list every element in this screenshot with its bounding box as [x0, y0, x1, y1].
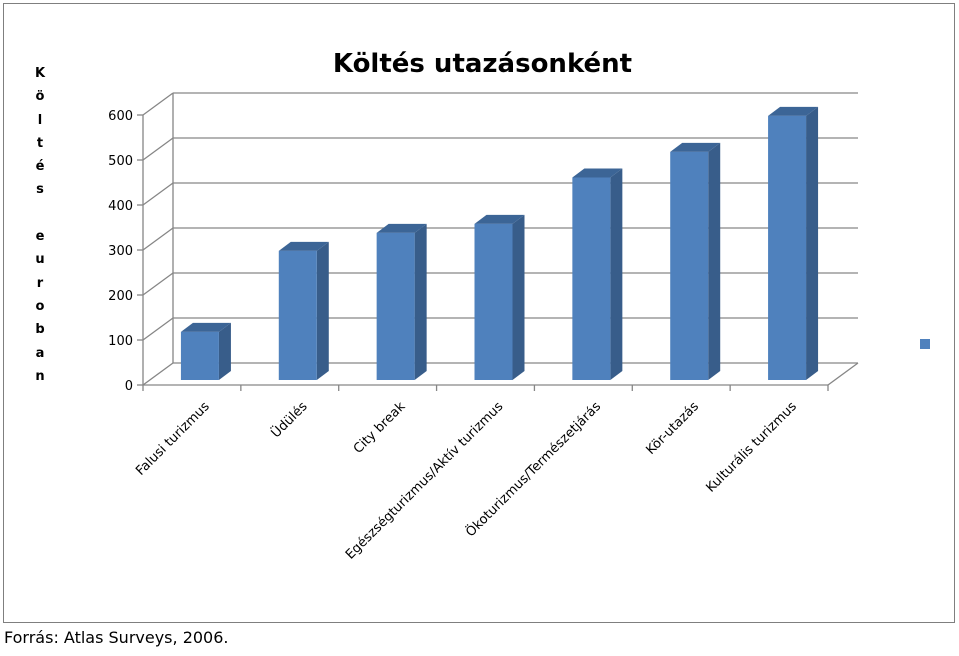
bar — [572, 168, 623, 380]
bar-front — [768, 115, 807, 380]
bar-top — [376, 223, 427, 233]
bar — [768, 106, 819, 380]
bar — [474, 214, 525, 380]
x-tick-label: Egészségturizmus/Aktív turizmus — [343, 399, 507, 563]
gridline-side — [142, 362, 174, 386]
y-tick-label: 0 — [125, 379, 133, 394]
x-tick-label: Kör-utazás — [643, 399, 702, 458]
gridline-side — [142, 137, 174, 161]
gridline-side — [142, 272, 174, 296]
bar-front — [180, 331, 219, 380]
bar-side — [316, 241, 329, 380]
x-tick-label: Üdülés — [267, 398, 311, 442]
legend — [920, 339, 930, 349]
bar-front — [278, 250, 317, 380]
bar-front — [474, 223, 513, 380]
y-axis-label: K ö l t é s e u r o b a n — [34, 66, 46, 384]
chart-title: Költés utazásonként — [332, 49, 633, 79]
legend-marker — [920, 339, 930, 349]
bar-top — [670, 142, 721, 152]
bar — [376, 223, 427, 380]
gridline-side — [142, 182, 174, 206]
bar-front — [572, 177, 611, 380]
source-note: Forrás: Atlas Surveys, 2006. — [4, 628, 229, 647]
y-tick-label: 300 — [108, 244, 133, 259]
bar-front — [376, 232, 415, 380]
x-tick-label: Falusi turizmus — [133, 399, 213, 479]
y-tick-label: 200 — [108, 289, 133, 304]
gridline-side — [142, 92, 174, 116]
bar-top — [278, 241, 329, 251]
bar — [670, 142, 721, 380]
bar — [278, 241, 329, 380]
bar-side — [610, 168, 623, 380]
bar-side — [218, 322, 231, 380]
bar-side — [806, 106, 819, 380]
bar-side — [512, 214, 525, 380]
y-tick-label: 100 — [108, 334, 133, 349]
y-tick-label: 400 — [108, 199, 133, 214]
bar-top — [180, 322, 231, 332]
bar-side — [708, 142, 721, 380]
y-tick-labels: 0 100 200 300 400 500 600 — [108, 109, 143, 394]
bar-top — [474, 214, 525, 224]
bar-front — [670, 151, 709, 380]
bar — [180, 322, 231, 380]
bar-top — [572, 168, 623, 178]
bar-side — [414, 223, 427, 380]
x-tick-label: City break — [351, 399, 409, 457]
x-tick-labels: Falusi turizmus Üdülés City breakEgészségt… — [133, 385, 829, 563]
gridline-side — [142, 317, 174, 341]
x-tick-label: Kulturális turizmus — [704, 399, 801, 496]
bar-top — [768, 106, 819, 116]
y-tick-label: 600 — [108, 109, 133, 124]
y-tick-label: 500 — [108, 154, 133, 169]
bars — [180, 106, 819, 380]
floor-right-edge — [827, 362, 859, 386]
gridline-side — [142, 227, 174, 251]
